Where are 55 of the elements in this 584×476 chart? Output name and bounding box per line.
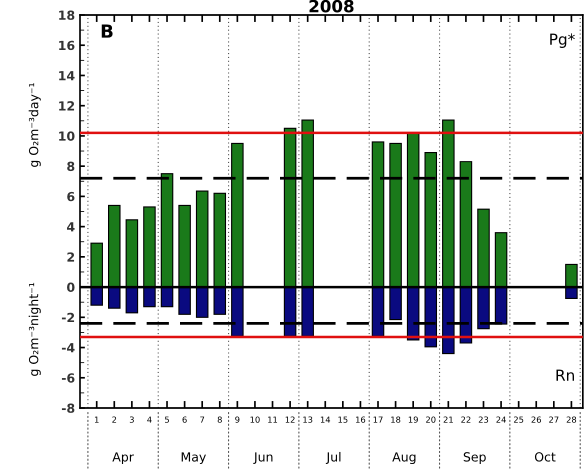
y-axis-title: g O₂m⁻³day⁻¹ <box>28 83 41 167</box>
y-tick-label: -2 <box>62 312 74 322</box>
y-tick-label: 12 <box>59 101 74 110</box>
x-tick-label: 22 <box>461 416 470 423</box>
x-tick-label: 9 <box>235 416 240 423</box>
x-tick-label: 18 <box>391 416 400 423</box>
x-tick-label: 16 <box>356 416 366 423</box>
x-tick-label: 15 <box>338 416 348 423</box>
y-tick-label: 0 <box>67 282 75 292</box>
text: Sep <box>464 452 486 464</box>
x-tick-label: 19 <box>408 416 418 423</box>
x-tick-label: 2 <box>112 416 116 423</box>
annotation: Rn <box>556 370 574 381</box>
text: May <box>182 452 206 464</box>
x-tick-label: 12 <box>286 416 295 423</box>
y-tick-label: 8 <box>67 162 74 172</box>
text: g O₂m⁻³night⁻¹ <box>28 282 41 376</box>
x-tick-label: 13 <box>303 416 312 423</box>
annotation: Pg* <box>550 33 575 48</box>
y-tick-label: -6 <box>62 373 74 383</box>
y-tick-label: 14 <box>59 71 75 80</box>
x-tick-label: 4 <box>147 416 152 423</box>
text: Oct <box>534 452 556 462</box>
y-tick-label: 10 <box>59 131 75 141</box>
x-tick-label: 3 <box>130 416 134 423</box>
x-tick-label: 28 <box>566 416 576 423</box>
x-tick-label: 25 <box>514 416 524 423</box>
text: Apr <box>112 452 134 464</box>
y-tick-label: -8 <box>62 403 74 413</box>
text: Aug <box>392 452 416 464</box>
x-tick-label: 6 <box>182 416 187 423</box>
y-tick-label: 6 <box>67 192 74 202</box>
x-tick-label: 5 <box>165 416 169 423</box>
y-tick-label: 16 <box>59 40 74 50</box>
x-tick-label: 7 <box>200 416 204 423</box>
x-tick-label: 24 <box>496 416 506 423</box>
y-tick-label: 4 <box>67 222 75 232</box>
x-tick-label: 8 <box>218 416 222 423</box>
text: Jul <box>326 452 340 464</box>
x-tick-label: 10 <box>250 416 260 423</box>
x-tick-label: 26 <box>532 416 542 423</box>
y-tick-label: 2 <box>67 252 74 262</box>
y-tick-label: -4 <box>62 343 75 352</box>
chart-title: 2008 <box>310 0 354 12</box>
x-tick-label: 20 <box>426 416 436 423</box>
x-tick-label: 1 <box>94 416 99 423</box>
x-tick-label: 14 <box>320 416 330 423</box>
x-tick-label: 17 <box>374 416 383 423</box>
y-tick-label: 18 <box>59 10 74 20</box>
x-tick-label: 21 <box>444 416 453 423</box>
annotation: B <box>102 24 113 38</box>
x-tick-label: 27 <box>549 416 558 423</box>
text: Jun <box>253 452 272 464</box>
x-tick-label: 11 <box>268 416 278 423</box>
x-tick-label: 23 <box>478 416 488 423</box>
